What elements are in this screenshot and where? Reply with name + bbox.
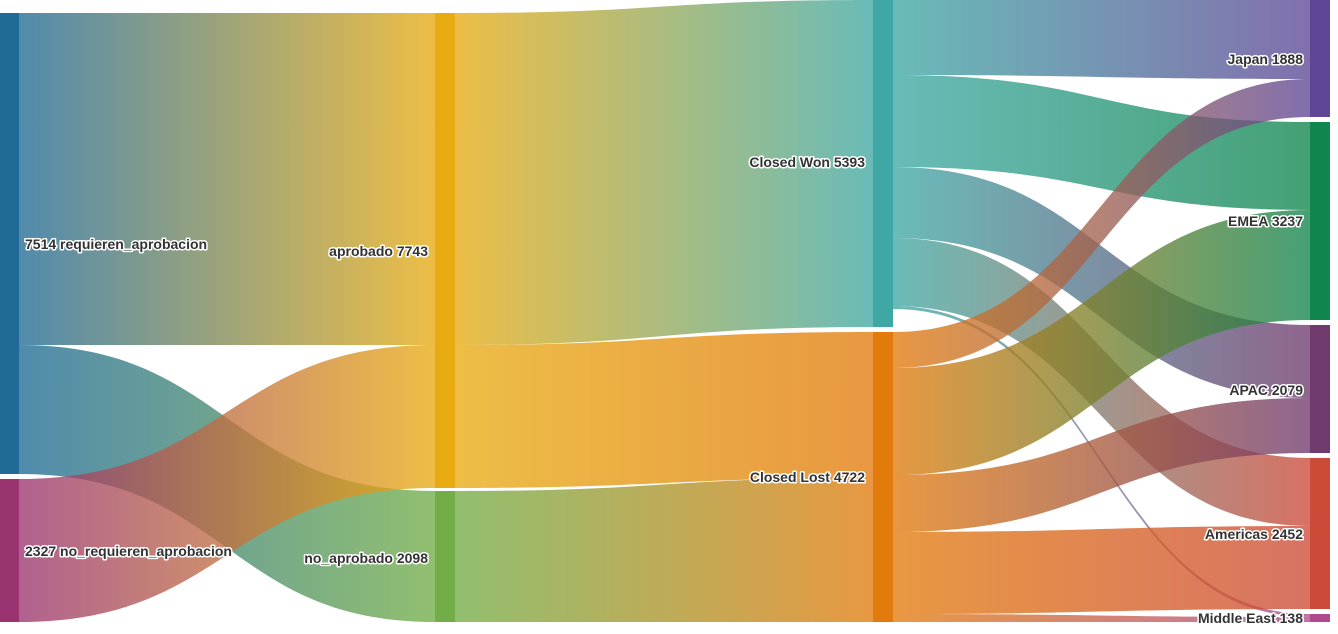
link-aprobado-to-closed-lost[interactable] xyxy=(455,332,873,488)
node-label-requieren-aprobacion: 7514 requieren_aprobacion xyxy=(25,236,207,252)
node-label-middle-east: Middle East 138 xyxy=(1198,610,1303,626)
link-closed-lost-to-americas[interactable] xyxy=(893,526,1310,614)
node-label-no-requieren-aprobacion: 2327 no_requieren_aprobacion xyxy=(25,543,232,559)
node-label-americas: Americas 2452 xyxy=(1205,526,1303,542)
node-japan[interactable] xyxy=(1310,0,1330,117)
link-closed-lost-to-middle-east[interactable] xyxy=(893,614,1310,622)
node-closed-won[interactable] xyxy=(873,0,893,327)
link-closed-lost-to-japan[interactable] xyxy=(893,79,1310,368)
node-label-emea: EMEA 3237 xyxy=(1228,213,1303,229)
node-americas[interactable] xyxy=(1310,458,1330,609)
link-aprobado-to-closed-won[interactable] xyxy=(455,0,873,345)
node-label-apac: APAC 2079 xyxy=(1229,382,1303,398)
node-label-japan: Japan 1888 xyxy=(1228,51,1304,67)
node-label-closed-won: Closed Won 5393 xyxy=(749,154,865,170)
link-no-requieren-aprobacion-to-aprobado[interactable] xyxy=(19,345,435,622)
link-closed-won-to-japan[interactable] xyxy=(893,0,1310,79)
link-closed-won-to-apac[interactable] xyxy=(893,167,1310,398)
link-closed-lost-to-emea[interactable] xyxy=(893,210,1310,475)
node-no-requieren-aprobacion[interactable] xyxy=(0,479,19,622)
node-label-closed-lost: Closed Lost 4722 xyxy=(750,469,865,485)
node-aprobado[interactable] xyxy=(435,13,455,488)
sankey-nodes xyxy=(0,0,1330,622)
link-closed-won-to-emea[interactable] xyxy=(893,75,1310,210)
node-label-aprobado: aprobado 7743 xyxy=(329,243,428,259)
node-apac[interactable] xyxy=(1310,325,1330,453)
node-label-no-aprobado: no_aprobado 2098 xyxy=(304,550,428,566)
link-requieren-aprobacion-to-aprobado[interactable] xyxy=(19,13,435,345)
node-middle-east[interactable] xyxy=(1310,614,1330,622)
node-closed-lost[interactable] xyxy=(873,332,893,622)
node-emea[interactable] xyxy=(1310,122,1330,320)
link-no-aprobado-to-closed-lost[interactable] xyxy=(455,478,873,622)
sankey-links xyxy=(19,0,1310,622)
node-no-aprobado[interactable] xyxy=(435,491,455,622)
link-closed-lost-to-apac[interactable] xyxy=(893,398,1310,532)
node-requieren-aprobacion[interactable] xyxy=(0,13,19,474)
sankey-labels: 7514 requieren_aprobacion 2327 no_requie… xyxy=(24,50,1305,628)
